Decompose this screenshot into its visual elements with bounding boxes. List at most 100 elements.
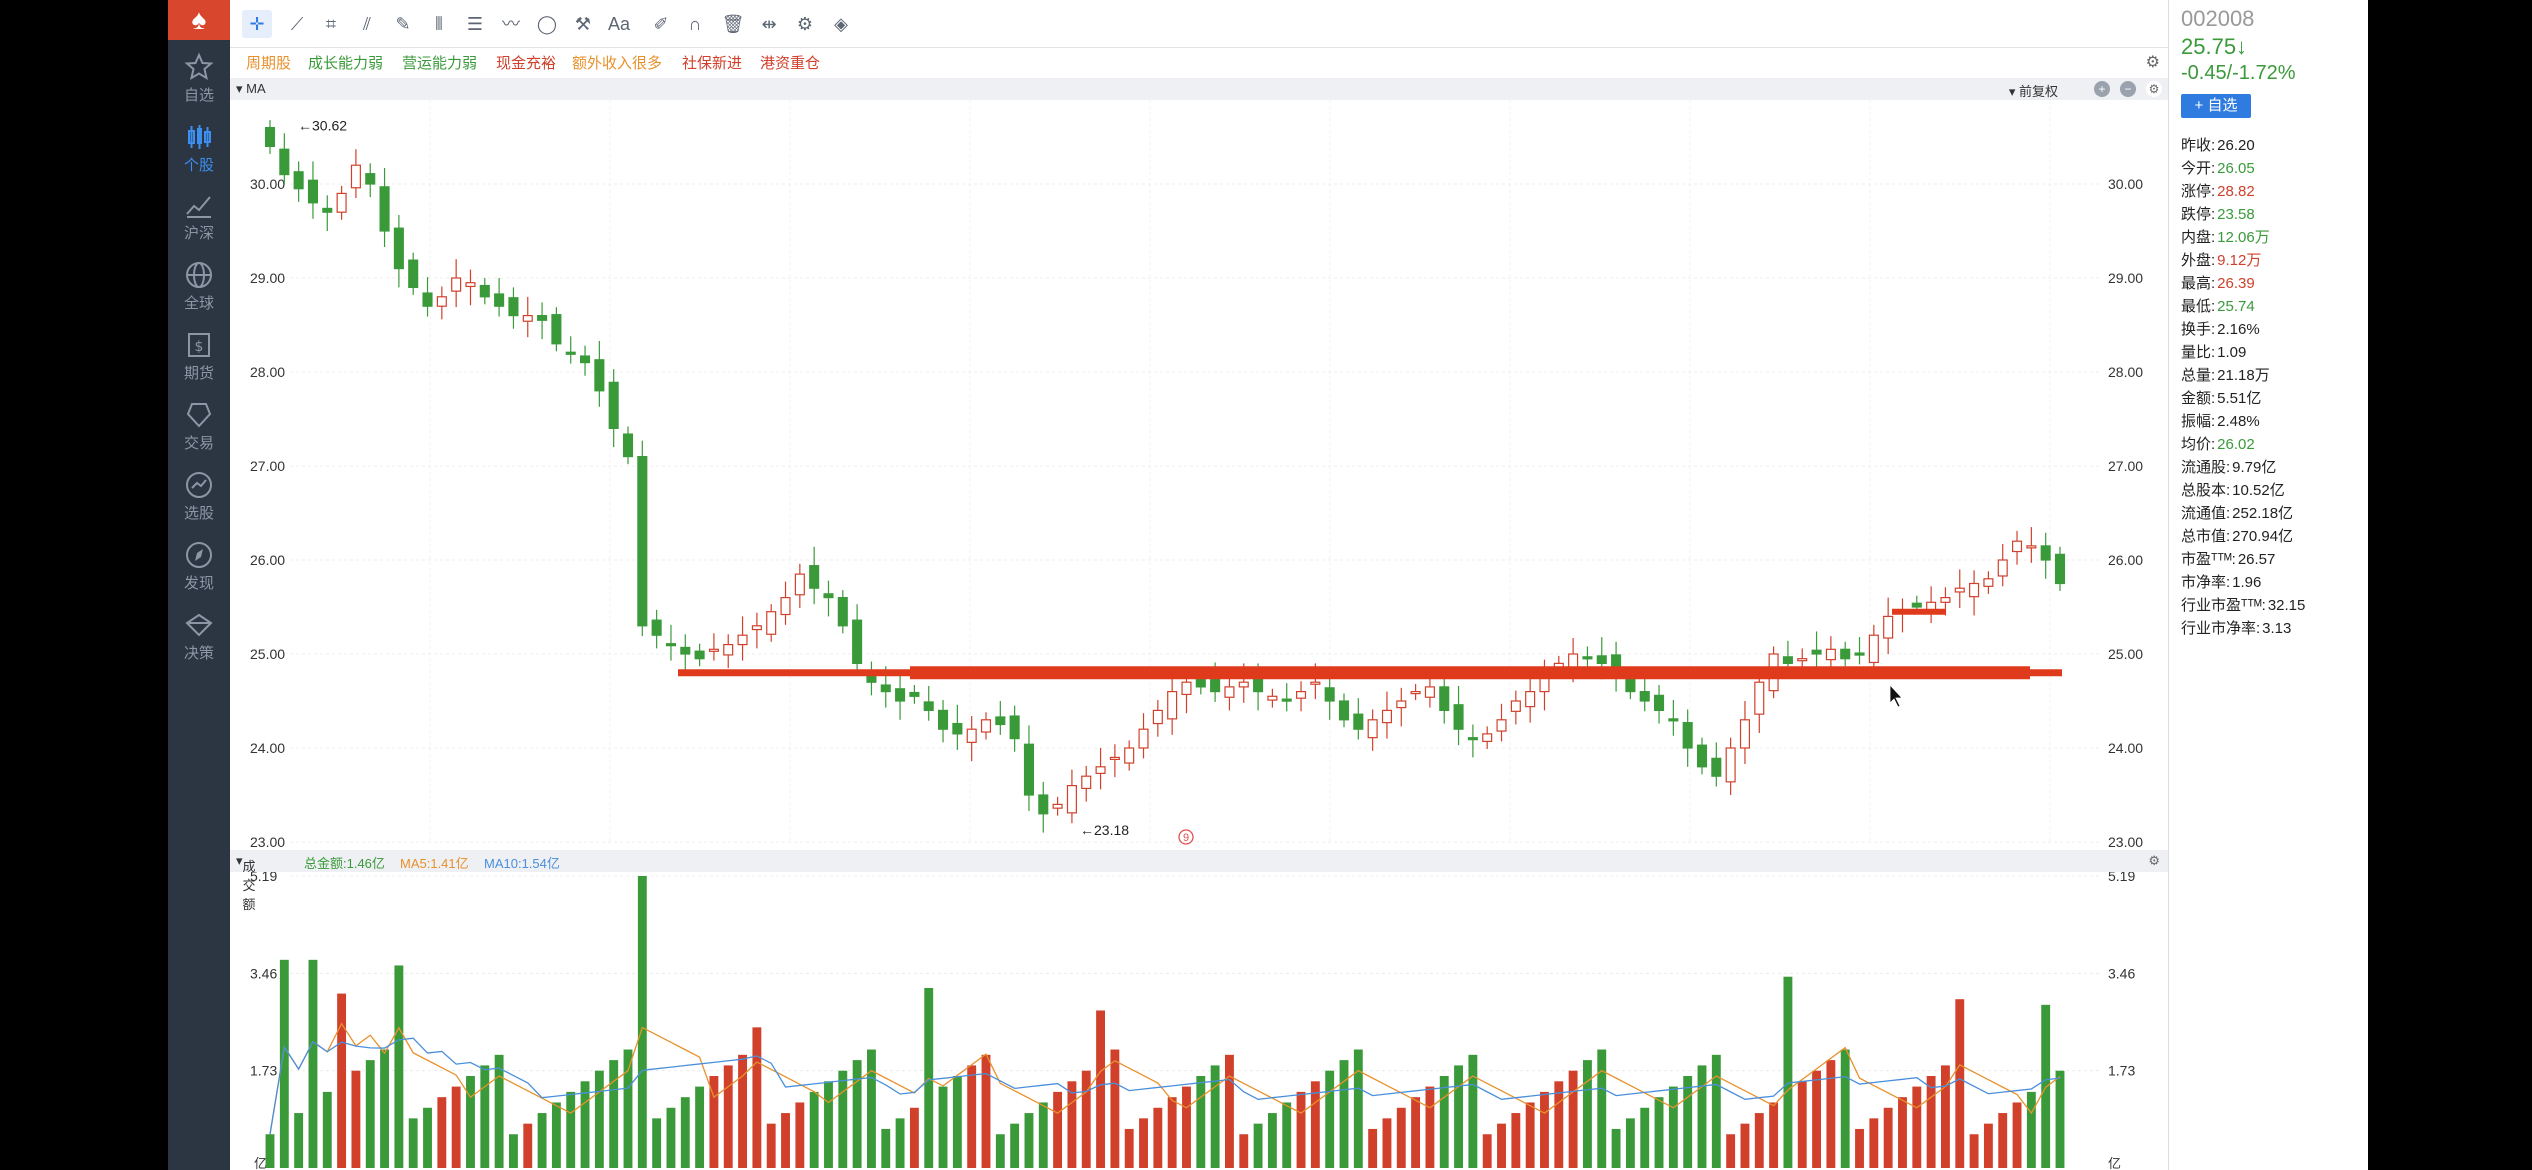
eraser-icon[interactable]: ✐ <box>653 14 669 34</box>
settings-icon[interactable]: ⚙ <box>2146 81 2162 97</box>
volume-bar <box>852 1060 862 1168</box>
screener-icon <box>186 472 212 498</box>
y-tick-label-right: 25.00 <box>2108 646 2143 662</box>
bars-icon[interactable]: ⦀ <box>435 14 443 34</box>
volume-bar <box>1153 1107 1163 1168</box>
candle-body <box>708 648 719 652</box>
candle-body <box>837 597 848 627</box>
line-icon[interactable]: ⟋ <box>290 14 304 34</box>
candle-body <box>393 227 404 270</box>
volume-bar <box>294 1113 304 1168</box>
layers-icon[interactable]: ◈ <box>834 14 848 34</box>
magnet-icon[interactable]: ∩ <box>688 14 702 34</box>
volume-bar <box>1711 1054 1721 1168</box>
pen-icon[interactable]: ✎ <box>395 14 411 34</box>
settings-icon[interactable]: ⚙ <box>2148 853 2160 868</box>
stat-row: 最高: 26.39 <box>2181 272 2255 293</box>
volume-bar <box>1926 1075 1936 1168</box>
nav-item-screener[interactable]: 选股 <box>168 462 230 524</box>
nav-item-discover[interactable]: 发现 <box>168 532 230 594</box>
volume-bar <box>337 993 347 1168</box>
tag[interactable]: 港资重仓 <box>760 55 821 72</box>
nav-item-stock[interactable]: 个股 <box>168 114 230 176</box>
ma-indicator-label[interactable]: ▾ MA <box>236 81 266 96</box>
candle-body <box>895 688 906 702</box>
volume-bar <box>1210 1065 1220 1168</box>
stat-value: 32.15 <box>2267 597 2306 614</box>
candle-body <box>1582 656 1593 660</box>
volume-bar <box>1325 1070 1335 1168</box>
y-tick-label: 5.19 <box>250 872 277 884</box>
wave-icon[interactable]: 〰 <box>502 14 520 34</box>
volume-bar <box>594 1070 604 1168</box>
candle-body <box>2012 540 2023 553</box>
zoom-out-icon[interactable]: − <box>2120 81 2136 97</box>
volume-bar <box>551 1102 561 1168</box>
tag[interactable]: 社保新进 <box>682 55 743 72</box>
y-tick-label: 3.46 <box>250 965 277 981</box>
trash-icon[interactable]: 🗑 <box>721 14 745 34</box>
star-icon <box>184 52 214 81</box>
crop-icon[interactable]: ⌗ <box>325 14 337 34</box>
crosshair-icon[interactable]: ✛ <box>242 10 272 38</box>
volume-bar <box>1983 1123 1993 1168</box>
zoom-in-icon[interactable]: + <box>2094 81 2110 97</box>
nav-item-futures[interactable]: $ 期货 <box>168 322 230 384</box>
volume-bar <box>809 1091 819 1168</box>
volume-bar <box>637 876 647 1168</box>
volume-bar <box>895 1118 905 1168</box>
tag[interactable]: 营运能力弱 <box>402 55 478 72</box>
stat-row: 市净率: 1.96 <box>2181 571 2261 592</box>
candle-body <box>1797 658 1808 662</box>
split-icon[interactable]: ⇹ <box>761 14 777 34</box>
adjust-selector[interactable]: ▾ 前复权 <box>2008 84 2058 99</box>
candle-body <box>1482 733 1493 743</box>
tag[interactable]: 成长能力弱 <box>308 55 384 72</box>
y-tick-label: 26.00 <box>250 552 285 568</box>
candle-body <box>1066 784 1077 814</box>
volume-bar <box>1597 1049 1607 1168</box>
tag[interactable]: 现金充裕 <box>496 55 557 72</box>
font-icon[interactable]: Aa <box>607 14 631 34</box>
volume-unit: 亿 <box>254 1156 267 1170</box>
fan-icon[interactable]: ⫽ <box>362 14 372 34</box>
stat-value: 1.09 <box>2217 344 2247 361</box>
volume-bar <box>838 1070 848 1168</box>
text-box-icon[interactable]: ☰ <box>466 14 484 34</box>
settings-icon[interactable]: ⚙ <box>2145 54 2160 71</box>
candle-body <box>1453 704 1464 730</box>
volume-bar <box>1611 1128 1621 1168</box>
nav-item-global[interactable]: 全球 <box>168 252 230 314</box>
volume-bar <box>1697 1065 1707 1168</box>
volume-bar <box>1196 1075 1206 1168</box>
tag[interactable]: 额外收入很多 <box>572 55 663 72</box>
stat-value: 26.05 <box>2217 160 2255 177</box>
volume-chart[interactable]: 5.19 5.19 3.46 3.46 1.73 1.73 亿 亿 <box>230 872 2168 1170</box>
candlestick-chart[interactable]: 30.00 30.00 29.00 29.00 28.00 28.00 27.00 27.00… <box>230 100 2168 855</box>
add-watchlist-button[interactable]: + 自选 <box>2181 94 2251 118</box>
candle-body <box>365 173 376 185</box>
shape-icon[interactable]: ◯ <box>536 14 558 34</box>
nav-item-watchlist[interactable]: 自选 <box>168 44 230 106</box>
volume-bar <box>580 1081 590 1168</box>
stat-key: 市净率: <box>2181 574 2231 591</box>
volume-bar <box>1167 1097 1177 1168</box>
tag[interactable]: 周期股 <box>246 55 292 72</box>
candle-body <box>1338 700 1350 721</box>
nav-item-trade[interactable]: 交易 <box>168 392 230 454</box>
nav-item-shsz[interactable]: 沪深 <box>168 182 230 244</box>
stat-key: 流通股: <box>2181 459 2231 476</box>
candle-body <box>952 722 963 735</box>
candle-body <box>1625 677 1636 693</box>
settings-icon[interactable]: ⚙ <box>796 14 814 34</box>
volume-bar <box>1769 1102 1779 1168</box>
nav-item-decision[interactable]: 决策 <box>168 602 230 664</box>
tool-icon[interactable]: ⚒ <box>574 14 592 34</box>
ma-label-text: MA <box>246 81 266 96</box>
candle-body <box>780 597 791 616</box>
volume-bar <box>1038 1102 1048 1168</box>
volume-bar <box>909 1107 919 1168</box>
volume-bar <box>1067 1081 1077 1168</box>
stock-code: 002008 <box>2181 6 2255 31</box>
